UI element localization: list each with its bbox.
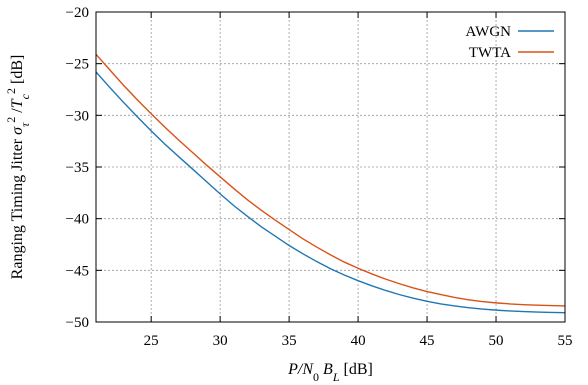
y-tick-label: −50 [66,315,89,331]
y-tick-label: −40 [66,212,89,228]
x-tick-label: 35 [282,333,297,349]
axis-label-part: τ [18,122,32,127]
x-axis-label: P/N0 BL [dB] [287,361,373,384]
axis-label-part: 2 [4,117,18,123]
axis-label-part: L [332,370,340,384]
x-tick-label: 55 [558,333,573,349]
x-tick-label: 25 [144,333,159,349]
axis-label-part: σ [9,126,26,135]
x-tick-label: 50 [489,333,504,349]
y-tick-label: −35 [66,160,89,176]
y-tick-label: −30 [66,108,89,124]
y-tick-label: −25 [66,57,89,73]
x-tick-label: 40 [351,333,366,349]
legend-label-twta: TWTA [469,45,511,61]
axis-label-part: 0 [313,370,319,384]
x-tick-label: 45 [420,333,435,349]
axis-label-part: [dB] [9,55,26,88]
y-axis-label: Ranging Timing Jitter στ2 /Tc2 [dB] [4,55,32,280]
axis-label-part: / [9,108,26,117]
axis-label-part: 2 [4,88,18,94]
axis-label-part: [dB] [340,361,373,378]
axis-label-part: c [18,93,32,99]
axis-label-part: T [9,98,26,108]
x-axis-ticks: 25 30 35 40 45 50 55 [144,12,573,349]
axis-label-part: B [319,361,333,378]
axis-label-part: Ranging Timing Jitter [9,135,26,279]
y-tick-label: −45 [66,263,89,279]
x-tick-label: 30 [213,333,228,349]
y-tick-label: −20 [66,5,89,21]
legend: AWGN TWTA [466,24,554,61]
series-line-twta [96,53,565,307]
y-axis-ticks: −50 −45 −40 −35 −30 −25 −20 [66,5,565,331]
legend-label-awgn: AWGN [466,24,512,40]
axis-label-part: P/N [287,361,314,378]
plot-series [96,53,565,314]
series-line-awgn [96,71,565,314]
